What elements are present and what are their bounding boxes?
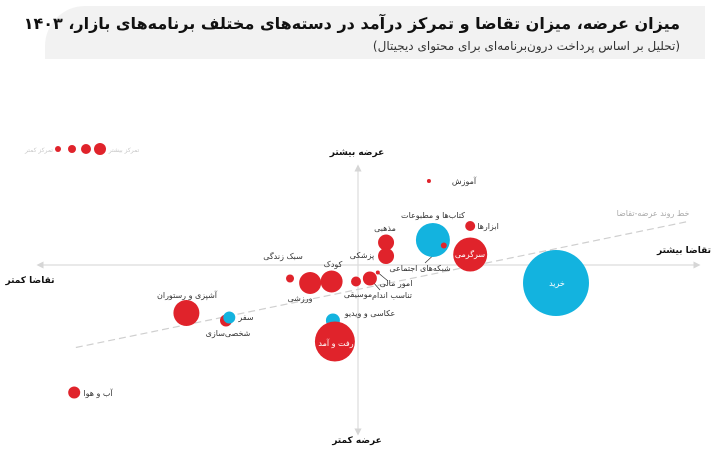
- bubble[interactable]: [426, 179, 431, 183]
- bubble-label: تناسب اندام: [372, 291, 412, 300]
- chart-title: میزان عرضه، میزان تقاضا و تمرکز درآمد در…: [23, 14, 680, 33]
- bubble-label: آشپزی و رستوران: [157, 290, 218, 300]
- chart-subtitle: (تحلیل بر اساس پرداخت درون‌برنامه‌ای برا…: [372, 39, 680, 53]
- x-positive-label: تقاضا بیشتر: [656, 246, 711, 256]
- bubble[interactable]: [465, 221, 476, 231]
- bubble[interactable]: [378, 234, 395, 251]
- bubble-label: آب و هوا: [83, 388, 113, 398]
- y-negative-label: عرضه کمتر: [331, 436, 382, 446]
- legend-less-label: تمرکز کمتر: [24, 147, 53, 154]
- bubble-label: پزشکی: [350, 251, 374, 260]
- bubble[interactable]: [223, 311, 236, 324]
- bubble-label: سرگرمی: [455, 249, 486, 259]
- trend-line-label: خط روند عرضه-تقاضا: [617, 209, 690, 218]
- bubble[interactable]: [299, 272, 322, 294]
- bubble-label: عکاسی و ویدیو: [344, 309, 396, 318]
- bubble-label: مذهبی: [374, 224, 396, 233]
- bubble[interactable]: [351, 276, 362, 287]
- bubble[interactable]: [314, 321, 355, 362]
- bubble[interactable]: [362, 271, 377, 286]
- bubble-label: ورزشی: [288, 294, 313, 303]
- leader-line: [377, 272, 389, 282]
- bubble-label: ابزارها: [477, 222, 499, 231]
- bubble-label: خرید: [549, 279, 565, 288]
- bubble[interactable]: [453, 237, 488, 272]
- legend-bubble: [68, 145, 76, 153]
- legend-bubble: [81, 144, 91, 154]
- legend-bubble: [55, 146, 61, 152]
- bubble[interactable]: [523, 250, 589, 316]
- trend-line: [75, 220, 689, 349]
- bubble-label: کودک: [324, 260, 343, 269]
- y-positive-label: عرضه بیشتر: [329, 148, 385, 158]
- bubble[interactable]: [286, 274, 295, 283]
- bubble-label: شخصی‌سازی: [206, 329, 251, 338]
- bubble[interactable]: [320, 270, 343, 293]
- bubble-label: موسیقی: [344, 290, 372, 299]
- bubble-label: سفر: [237, 313, 253, 322]
- bubble[interactable]: [68, 386, 81, 399]
- bubble[interactable]: [378, 248, 395, 264]
- bubble[interactable]: [415, 222, 450, 257]
- bubble-label: رفت و آمد: [318, 338, 353, 348]
- legend: تمرکز کمتر تمرکز بیشتر: [24, 143, 140, 155]
- bubble-label: آموزش: [452, 176, 477, 186]
- bubble-label: سبک زندگی: [263, 251, 303, 261]
- bubble[interactable]: [173, 300, 200, 326]
- x-negative-label: تقاضا کمتر: [5, 276, 55, 286]
- bubble[interactable]: [440, 242, 447, 249]
- bubble-label: امور مالی: [380, 279, 413, 288]
- bubble[interactable]: [375, 270, 380, 275]
- bubble-label: کتاب‌ها و مطبوعات: [401, 211, 465, 220]
- bubble-label: شبکه‌های اجتماعی: [389, 264, 451, 273]
- title-box: میزان عرضه، میزان تقاضا و تمرکز درآمد در…: [24, 6, 705, 59]
- legend-more-label: تمرکز بیشتر: [108, 147, 140, 154]
- legend-bubble: [94, 143, 106, 155]
